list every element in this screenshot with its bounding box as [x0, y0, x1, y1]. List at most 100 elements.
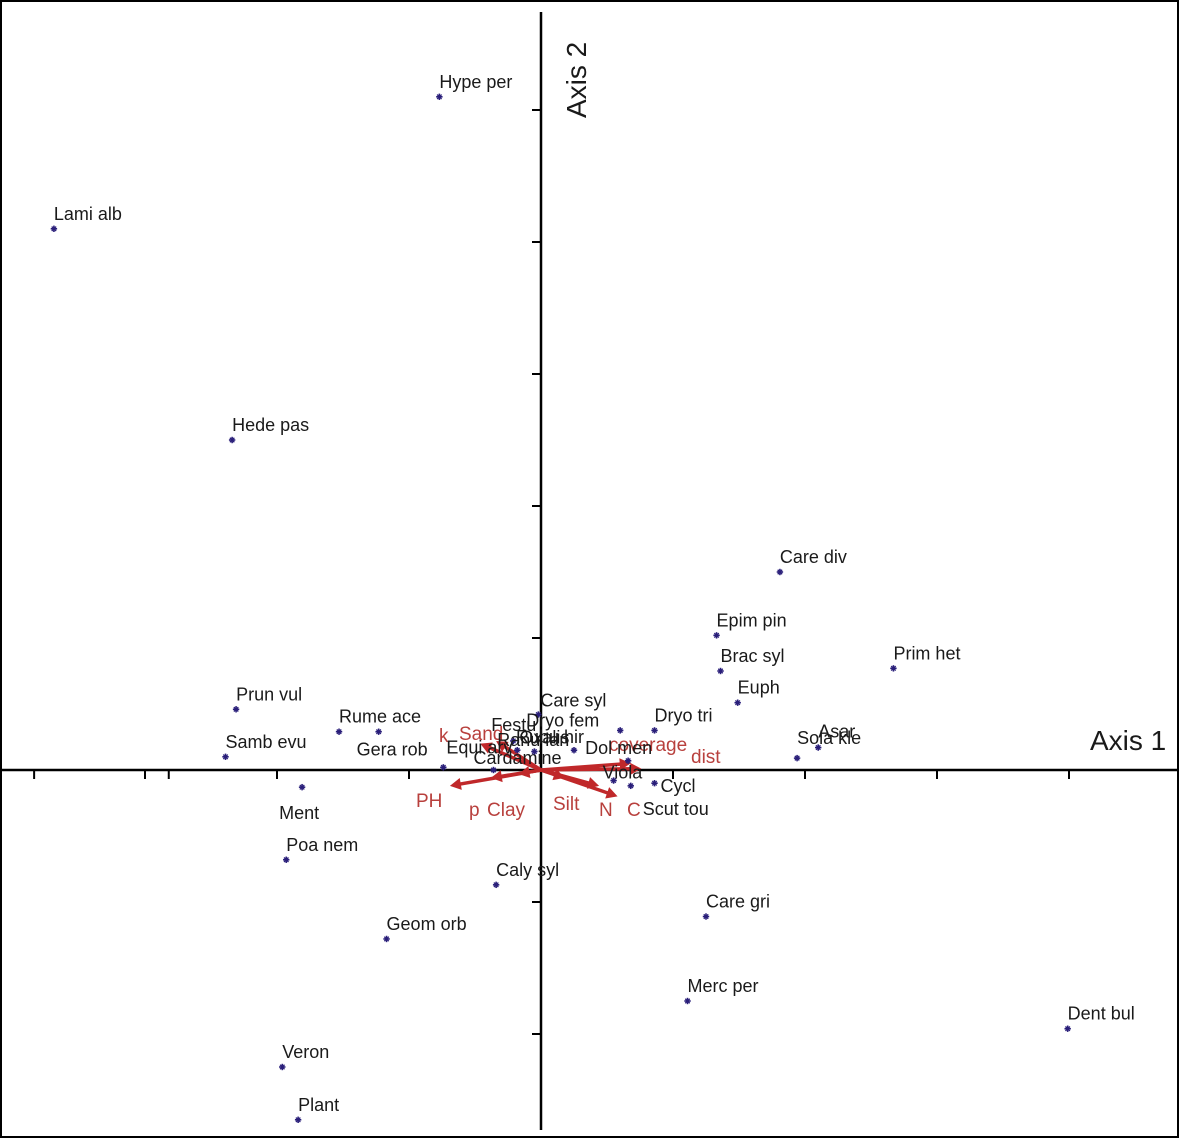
- species-point: Caly syl: [492, 860, 559, 889]
- env-label-ph: PH: [416, 791, 442, 812]
- species-label: Dent bul: [1068, 1004, 1135, 1024]
- species-label: Rubu hir: [516, 727, 584, 747]
- species-label: Care div: [780, 547, 847, 567]
- species-point: Care syl: [535, 691, 606, 718]
- x-axis-title: Axis 1: [1090, 725, 1166, 756]
- species-label: Festu: [491, 715, 536, 735]
- species-marker: [440, 764, 447, 771]
- species-label: Plant: [298, 1095, 339, 1115]
- species-marker: [1064, 1026, 1071, 1032]
- species-marker: [617, 727, 623, 734]
- species-label: Equi arv: [446, 737, 512, 757]
- species-marker: [336, 729, 342, 735]
- species-label: Ranu lan: [497, 730, 569, 750]
- species-marker: [717, 668, 724, 674]
- env-label-c: C: [627, 800, 641, 821]
- species-point: Rume ace: [335, 707, 421, 735]
- env-vector-c: [540, 768, 610, 796]
- species-label: Scut tou: [643, 799, 709, 819]
- species-point: Prun vul: [232, 684, 302, 713]
- species-scores: Hype per Lami alb Hede pas Care div Epim pin…: [50, 72, 1135, 1123]
- species-marker: [383, 936, 390, 942]
- species-point: Asar: [815, 722, 855, 751]
- species-marker: [777, 569, 783, 575]
- species-point: Brac syl: [717, 646, 785, 675]
- species-point: Viola: [603, 763, 643, 784]
- species-point: Ranu lan: [497, 730, 569, 754]
- species-marker: [713, 632, 720, 639]
- species-marker: [794, 755, 800, 761]
- species-point: Oxalis: [519, 728, 569, 755]
- species-label: Hede pas: [232, 415, 309, 435]
- env-arrowhead-dist: [630, 762, 642, 775]
- env-arrowhead-k: [480, 742, 493, 754]
- env-label-dist: dist: [691, 747, 721, 768]
- species-label: Cycl: [661, 776, 696, 796]
- species-point: Dryo fem: [526, 710, 624, 734]
- species-point: Samb evu: [222, 732, 307, 760]
- env-label-clay: Clay: [487, 800, 526, 821]
- species-marker: [571, 747, 577, 753]
- species-marker: [815, 744, 821, 751]
- species-marker: [283, 857, 289, 863]
- species-label: Veron: [282, 1042, 329, 1062]
- species-label: Dryo tri: [655, 705, 713, 725]
- env-arrowhead-sand: [496, 740, 509, 752]
- species-marker: [734, 699, 741, 706]
- species-label: Prun vul: [236, 684, 302, 704]
- species-label: Dol men: [585, 738, 652, 758]
- species-label: Poa nem: [286, 835, 358, 855]
- species-marker: [375, 729, 382, 735]
- species-label: Hype per: [439, 72, 512, 92]
- species-point: Scut tou: [627, 782, 709, 819]
- species-marker: [625, 758, 631, 764]
- species-marker: [890, 665, 897, 672]
- species-label: Rume ace: [339, 707, 421, 727]
- species-label: Merc per: [688, 976, 759, 996]
- species-point: Cardamine: [473, 748, 562, 774]
- env-vector-dist: [540, 767, 633, 772]
- species-point: Hype per: [436, 72, 512, 100]
- env-label-coverage: coverage: [609, 735, 687, 756]
- species-label: Geom orb: [387, 914, 467, 934]
- species-point: Care gri: [702, 892, 770, 920]
- species-marker: [531, 748, 538, 755]
- species-label: Lami alb: [54, 204, 122, 224]
- species-point: Geom orb: [383, 914, 467, 943]
- env-label-p: p: [469, 800, 480, 821]
- species-point: Hede pas: [228, 415, 309, 444]
- env-arrowhead-p: [490, 770, 503, 783]
- species-marker: [51, 226, 57, 232]
- species-marker: [490, 767, 497, 773]
- species-marker: [233, 706, 239, 712]
- species-label: Dryo fem: [526, 710, 599, 730]
- species-marker: [493, 882, 499, 888]
- species-marker: [436, 94, 443, 100]
- species-marker: [229, 437, 235, 443]
- env-label-sand: Sand: [459, 724, 503, 745]
- species-label: Care gri: [706, 892, 770, 912]
- species-marker: [610, 777, 617, 784]
- species-label: Ment: [279, 803, 319, 823]
- species-point: Equi arv: [440, 737, 512, 771]
- species-point: Dent bul: [1064, 1004, 1135, 1032]
- species-point: Veron: [279, 1042, 329, 1071]
- species-label: Samb evu: [226, 732, 307, 752]
- species-marker: [651, 727, 658, 734]
- species-label: Care syl: [540, 691, 606, 711]
- species-point: Euph: [734, 678, 780, 706]
- env-arrowhead-ph: [449, 778, 462, 790]
- species-label: Sola kle: [797, 728, 861, 748]
- species-label: Oxalis: [519, 728, 569, 748]
- env-label-silt: Silt: [553, 794, 580, 815]
- species-point: Poa nem: [283, 835, 358, 863]
- species-point: Plant: [294, 1095, 339, 1123]
- env-vector-clay: [526, 768, 542, 775]
- species-label: Caly syl: [496, 860, 559, 880]
- species-marker: [299, 784, 305, 790]
- species-point: Epim pin: [713, 610, 787, 639]
- species-point: Rubu hir: [516, 727, 584, 754]
